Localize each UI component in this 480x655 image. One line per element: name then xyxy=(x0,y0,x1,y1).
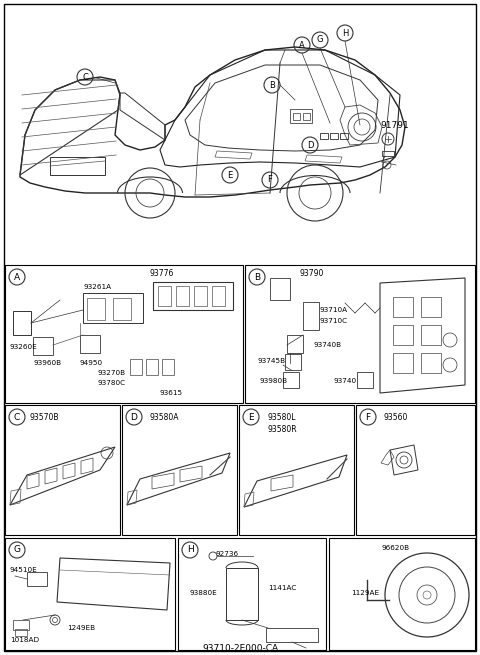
Bar xyxy=(393,297,413,317)
Bar xyxy=(5,538,175,650)
Bar xyxy=(158,286,171,306)
Text: 93790: 93790 xyxy=(300,269,324,278)
Bar xyxy=(239,405,354,535)
Bar xyxy=(393,353,413,373)
Bar xyxy=(340,133,348,139)
Bar xyxy=(303,113,310,120)
Bar xyxy=(83,293,143,323)
Bar xyxy=(330,133,338,139)
Bar xyxy=(5,405,120,535)
Text: G: G xyxy=(317,35,323,45)
Text: C: C xyxy=(82,73,88,81)
Bar xyxy=(212,286,225,306)
Text: 92736: 92736 xyxy=(216,551,239,557)
Bar xyxy=(87,298,105,320)
Text: 94510E: 94510E xyxy=(10,567,38,573)
Bar xyxy=(178,538,326,650)
Text: F: F xyxy=(267,176,273,185)
Text: 1249EB: 1249EB xyxy=(67,625,95,631)
Text: D: D xyxy=(131,413,137,422)
Text: 93260E: 93260E xyxy=(10,344,38,350)
Bar xyxy=(293,113,300,120)
Bar xyxy=(226,568,258,620)
Bar xyxy=(113,298,131,320)
Bar xyxy=(5,265,243,403)
Bar xyxy=(245,265,475,403)
Text: 93560: 93560 xyxy=(384,413,408,422)
Bar xyxy=(13,311,31,335)
Bar xyxy=(320,133,328,139)
Text: H: H xyxy=(342,29,348,37)
Text: 93615: 93615 xyxy=(160,390,183,396)
Bar xyxy=(270,278,290,300)
Text: 1141AC: 1141AC xyxy=(268,585,296,591)
Text: 94950: 94950 xyxy=(80,360,103,366)
Bar xyxy=(285,354,301,370)
Text: 93580A: 93580A xyxy=(150,413,180,422)
Bar xyxy=(356,405,475,535)
Bar xyxy=(13,620,29,630)
Text: 1018AD: 1018AD xyxy=(10,637,39,643)
Text: E: E xyxy=(228,170,233,179)
Text: B: B xyxy=(269,81,275,90)
Bar xyxy=(329,538,475,650)
Bar xyxy=(122,405,237,535)
Bar xyxy=(194,286,207,306)
Text: 93580R: 93580R xyxy=(267,424,297,434)
Bar xyxy=(146,359,158,375)
Bar xyxy=(162,359,174,375)
Text: 93710C: 93710C xyxy=(320,318,348,324)
Bar xyxy=(27,572,47,586)
Text: 93780C: 93780C xyxy=(97,380,125,386)
Bar xyxy=(303,302,319,330)
Text: 93270B: 93270B xyxy=(97,370,125,376)
Bar xyxy=(421,325,441,345)
Text: 93980B: 93980B xyxy=(260,378,288,384)
Text: F: F xyxy=(365,413,371,422)
Bar xyxy=(176,286,189,306)
Text: A: A xyxy=(14,272,20,282)
Bar xyxy=(80,335,100,353)
Text: C: C xyxy=(14,413,20,422)
Text: 96620B: 96620B xyxy=(381,545,409,551)
Bar xyxy=(290,109,312,123)
Bar xyxy=(33,337,53,355)
Text: 93740: 93740 xyxy=(333,378,356,384)
Bar xyxy=(287,335,303,353)
Bar xyxy=(421,297,441,317)
Bar xyxy=(393,325,413,345)
Text: 93570B: 93570B xyxy=(30,413,60,422)
Text: 93580L: 93580L xyxy=(267,413,296,422)
Text: 93776: 93776 xyxy=(150,269,174,278)
Text: H: H xyxy=(187,546,193,555)
Text: G: G xyxy=(13,546,21,555)
Bar xyxy=(50,157,105,175)
Text: D: D xyxy=(307,141,313,149)
Text: E: E xyxy=(248,413,254,422)
Bar xyxy=(421,353,441,373)
Bar xyxy=(153,282,233,310)
Text: 93745B: 93745B xyxy=(257,358,285,364)
Bar xyxy=(357,372,373,388)
Text: 91791: 91791 xyxy=(380,121,409,130)
Text: 93261A: 93261A xyxy=(83,284,111,290)
Text: 93710A: 93710A xyxy=(320,307,348,313)
Text: 93710-2E000-CA: 93710-2E000-CA xyxy=(202,644,278,653)
Text: 93740B: 93740B xyxy=(313,342,341,348)
Text: 93960B: 93960B xyxy=(33,360,61,366)
Text: 93880E: 93880E xyxy=(190,590,218,596)
Bar xyxy=(15,629,27,636)
Text: 1129AE: 1129AE xyxy=(351,590,379,596)
Text: A: A xyxy=(299,41,305,50)
Bar xyxy=(283,372,299,388)
Bar xyxy=(130,359,142,375)
Text: B: B xyxy=(254,272,260,282)
